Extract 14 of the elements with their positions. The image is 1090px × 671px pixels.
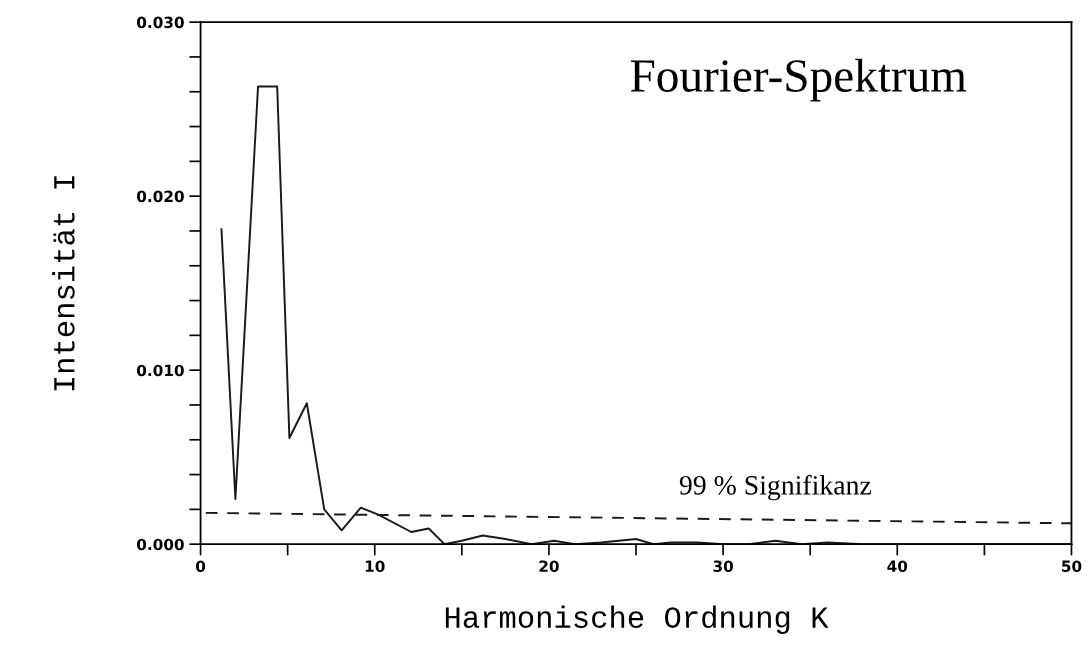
x-tick-label: 10 — [365, 560, 385, 572]
y-tick-label: 0.000 — [137, 538, 184, 551]
x-tick-label: 40 — [887, 560, 908, 572]
x-tick-label: 50 — [1062, 560, 1082, 572]
y-axis-title: Intensität I — [52, 176, 75, 391]
x-tick-label: 0 — [195, 560, 206, 572]
y-tick-label: 0.030 — [137, 16, 184, 29]
y-tick-label: 0.020 — [137, 190, 184, 203]
text: Fourier-Spektrum — [630, 58, 967, 102]
x-tick-label: 20 — [539, 560, 559, 572]
x-axis-title: Harmonische Ordnung K — [445, 605, 829, 634]
annotation: 99 % Signifikanz — [679, 474, 872, 501]
y-tick-label: 0.010 — [137, 364, 184, 377]
x-tick-label: 30 — [713, 560, 734, 572]
